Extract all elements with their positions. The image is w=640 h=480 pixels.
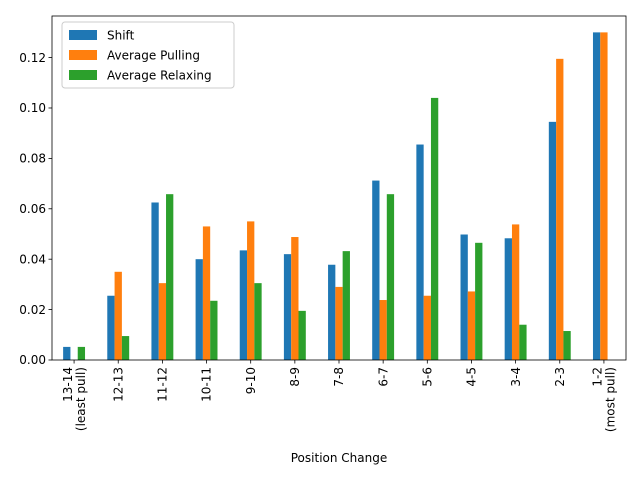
bar-average-pulling-6 [335,286,343,360]
legend-entry-label: Average Relaxing [107,69,212,83]
x-tick-label: 12-13 [111,367,125,402]
bars-group [63,32,608,361]
x-tick-label-line: 13-14 [61,367,75,402]
y-tick-label: 0.00 [19,353,46,367]
x-tick-label: 11-12 [156,367,170,402]
plot-frame [51,15,627,361]
x-tick-label: 13-14(least pull) [61,367,88,431]
x-tick-label-line: 4-5 [465,367,479,387]
x-tick-label-line: 10-11 [200,367,214,402]
bar-average-relaxing-1 [121,336,130,360]
bar-average-relaxing-4 [254,283,262,360]
y-tick-label: 0.02 [19,303,46,317]
bar-average-relaxing-7 [386,194,395,360]
x-tick-label-line: 1-2 [591,367,605,387]
bar-shift-8 [416,144,424,360]
x-tick-label: 7-8 [332,367,346,387]
x-tick-label: 5-6 [421,367,435,387]
x-tick-label-line: 8-9 [288,367,302,387]
x-tick-label-line: 5-6 [421,367,435,387]
bar-shift-6 [328,264,336,360]
bar-average-pulling-2 [158,283,167,360]
x-tick-label-line: (least pull) [74,367,88,431]
bar-average-relaxing-9 [475,242,483,360]
bar-average-pulling-3 [202,226,211,360]
x-tick-label: 9-10 [244,367,258,394]
bar-shift-9 [460,234,468,360]
x-tick-label-line: 2-3 [553,367,567,387]
x-tick-label: 3-4 [509,367,523,387]
x-tick-label-line: 12-13 [111,367,125,402]
bar-average-relaxing-10 [519,324,527,360]
x-tick-label-line: 9-10 [244,367,258,394]
y-tick-label: 0.10 [19,101,46,115]
bar-average-relaxing-11 [563,331,571,360]
y-tick-label: 0.12 [19,51,46,65]
x-axis-label: Position Change [291,451,387,465]
bar-shift-3 [195,259,203,360]
bar-shift-11 [548,121,557,360]
x-tick-label: 2-3 [553,367,567,387]
legend-swatch [69,50,97,60]
x-tick-label-line: 6-7 [376,367,390,387]
bar-average-pulling-5 [291,237,299,360]
bar-average-relaxing-5 [298,310,306,360]
bar-average-pulling-8 [423,295,431,360]
legend: Shift Average Pulling Average Relaxing [61,21,235,89]
x-tick-label: 1-2(most pull) [591,367,618,432]
legend-box [61,21,235,89]
legend-entry-label: Average Pulling [107,49,200,63]
x-tick-label-line: 11-12 [156,367,170,402]
x-tick-label: 6-7 [376,367,390,387]
bar-average-relaxing-6 [342,251,350,360]
x-tick-label-line: (most pull) [604,367,618,432]
bar-shift-5 [283,254,292,360]
x-tick-label: 4-5 [465,367,479,387]
bar-shift-7 [372,180,380,360]
bar-shift-4 [239,250,248,360]
y-tick-label: 0.06 [19,202,46,216]
bar-average-pulling-9 [467,291,476,360]
legend-swatch [69,70,97,80]
x-tick-label-line: 7-8 [332,367,346,387]
bar-average-pulling-4 [247,221,255,360]
bar-average-relaxing-2 [166,194,174,360]
x-tick-label-line: 3-4 [509,367,523,387]
bar-average-pulling-7 [379,300,387,360]
bar-average-pulling-12 [600,32,608,360]
bar-average-pulling-10 [511,224,520,360]
x-tick-label: 8-9 [288,367,302,387]
legend-swatch [69,30,97,40]
bar-shift-10 [504,238,512,360]
bar-shift-12 [592,32,601,360]
bar-average-pulling-11 [556,58,564,361]
bar-average-relaxing-3 [210,300,218,360]
bar-average-pulling-1 [114,271,122,360]
x-tick-label: 10-11 [200,367,214,402]
bar-average-relaxing-0 [77,346,86,360]
y-tick-label: 0.04 [19,252,46,266]
x-axis: 13-14(least pull) 12-13 11-12 10-11 9-10 8-9 7… [61,360,618,432]
legend-entry-label: Shift [107,29,135,43]
bar-average-relaxing-8 [430,97,439,361]
bar-shift-2 [151,202,159,360]
bar-shift-1 [107,295,115,360]
y-axis: 0.00 0.02 0.04 0.06 0.08 0.10 0.12 [19,51,52,367]
y-tick-label: 0.08 [19,152,46,166]
bar-shift-0 [63,346,71,360]
